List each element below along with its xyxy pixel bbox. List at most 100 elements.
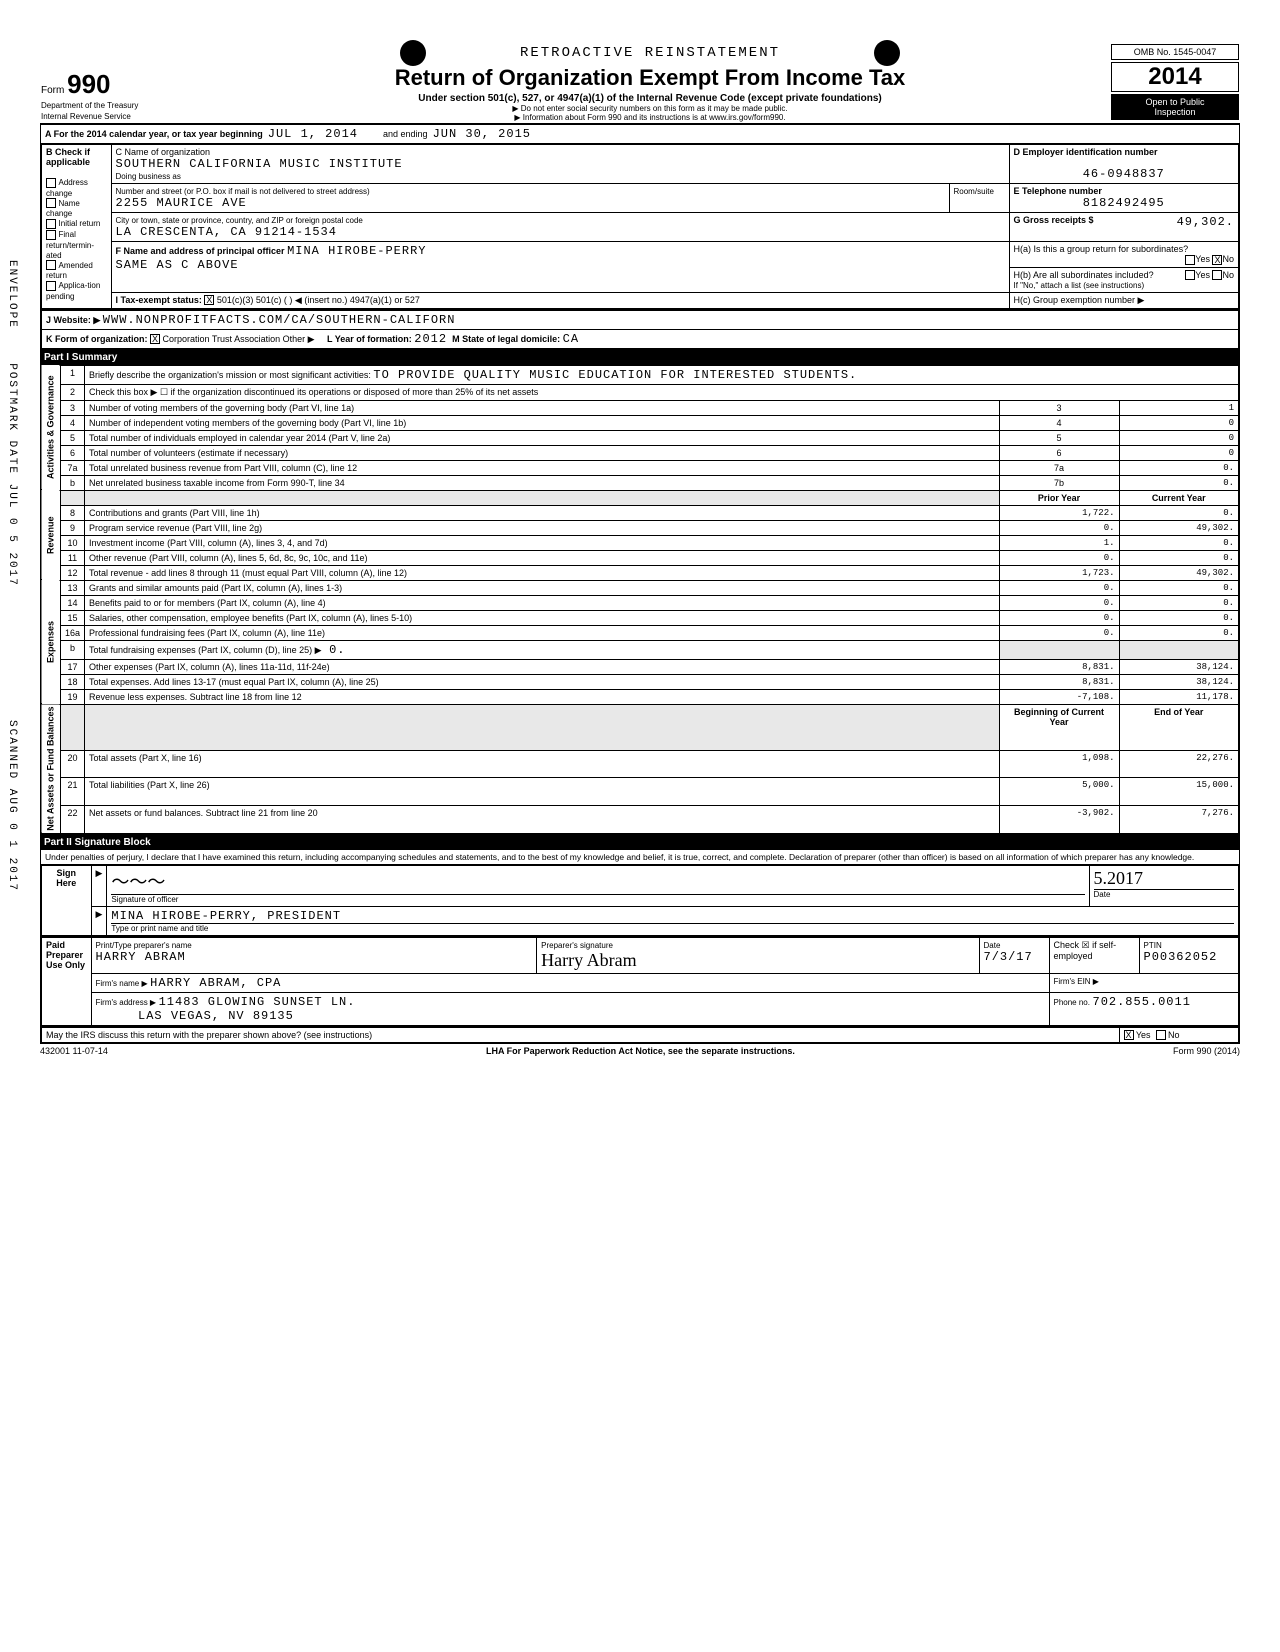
check-name-change[interactable] [46,198,56,208]
street-address: 2255 MAURICE AVE [116,196,247,210]
period-line: A For the 2014 calendar year, or tax yea… [40,125,1240,144]
ha-yes[interactable] [1185,255,1195,265]
discuss-no[interactable] [1156,1030,1166,1040]
line16a-cur: 0. [1119,625,1239,640]
line4-val: 0 [1119,415,1239,430]
discuss-yes[interactable]: X [1124,1030,1134,1040]
side-expenses: Expenses [41,580,61,704]
side-governance: Activities & Governance [41,365,61,490]
form-number: 990 [67,69,110,99]
line11-label: Other revenue (Part VIII, column (A), li… [85,550,999,565]
line-l-label: L Year of formation: [327,334,412,344]
line6-label: Total number of volunteers (estimate if … [85,445,999,460]
prep-sig-label: Preparer's signature [541,941,613,950]
firm-addr2: LAS VEGAS, NV 89135 [138,1009,294,1023]
part1-header: Part I Summary [40,350,1240,365]
prep-signature: Harry Abram [541,950,636,970]
line18-num: 18 [61,674,85,689]
line10-num: 10 [61,535,85,550]
mission-text: TO PROVIDE QUALITY MUSIC EDUCATION FOR I… [373,368,857,382]
check-application-pending[interactable] [46,281,56,291]
officer-address: SAME AS C ABOVE [116,258,239,272]
firm-phone: 702.855.0011 [1093,995,1191,1009]
line-m-label: M State of legal domicile: [452,334,560,344]
line7a-label: Total unrelated business revenue from Pa… [85,460,999,475]
ssn-warning: Do not enter social security numbers on … [191,104,1109,113]
line11-prior: 0. [999,550,1119,565]
dept-treasury: Department of the Treasury [41,101,138,110]
open-public: Open to PublicInspection [1111,94,1239,120]
line9-label: Program service revenue (Part VIII, line… [85,520,999,535]
box-c-label: C Name of organization [116,147,211,157]
firm-addr1: 11483 GLOWING SUNSET LN. [159,995,356,1009]
officer-name-label: Type or print name and title [111,923,1234,933]
line16b-cur [1119,640,1239,659]
postmark-stamp: ENVELOPE POSTMARK DATE JUL 0 5 2017 [6,260,18,587]
side-net-assets: Net Assets or Fund Balances [41,704,61,834]
line11-cur: 0. [1119,550,1239,565]
line15-prior: 0. [999,610,1119,625]
line8-cur: 0. [1119,505,1239,520]
line4-box: 4 [999,415,1119,430]
line5-num: 5 [61,430,85,445]
phone: 8182492495 [1014,196,1235,210]
line10-label: Investment income (Part VIII, column (A)… [85,535,999,550]
line12-num: 12 [61,565,85,580]
line21-label: Total liabilities (Part X, line 26) [85,778,999,806]
line7a-box: 7a [999,460,1119,475]
col-end: End of Year [1154,707,1203,717]
line22-prior: -3,902. [999,805,1119,834]
line9-cur: 49,302. [1119,520,1239,535]
hb-yes[interactable] [1185,270,1195,280]
penalty-statement: Under penalties of perjury, I declare th… [40,850,1240,865]
line3-label: Number of voting members of the governin… [85,400,999,415]
line19-num: 19 [61,689,85,704]
dba-label: Doing business as [116,172,181,181]
punch-dot-right [874,40,900,66]
line16a-label: Professional fundraising fees (Part IX, … [85,625,999,640]
side-revenue: Revenue [41,490,61,580]
line15-label: Salaries, other compensation, employee b… [85,610,999,625]
hb-no[interactable] [1212,270,1222,280]
punch-dot-left [400,40,426,66]
line12-prior: 1,723. [999,565,1119,580]
ha-no[interactable]: X [1212,255,1222,265]
check-501c3[interactable]: X [204,295,214,305]
line21-prior: 5,000. [999,778,1119,806]
line21-cur: 15,000. [1119,778,1239,806]
officer-printed-name: MINA HIROBE-PERRY, PRESIDENT [111,909,341,923]
website: WWW.NONPROFITFACTS.COM/CA/SOUTHERN-CALIF… [103,313,456,327]
check-final-return[interactable] [46,230,56,240]
tax-year: 2014 [1111,62,1239,92]
line13-cur: 0. [1119,580,1239,595]
check-address-change[interactable] [46,178,56,188]
line19-cur: 11,178. [1119,689,1239,704]
footer-lha: LHA For Paperwork Reduction Act Notice, … [486,1046,795,1056]
hb-note: If "No," attach a list (see instructions… [1014,281,1145,290]
footer-code: 432001 11-07-14 [40,1046,108,1056]
col-current: Current Year [1152,493,1206,503]
instructions-link: Information about Form 990 and its instr… [191,113,1109,122]
line8-prior: 1,722. [999,505,1119,520]
line6-val: 0 [1119,445,1239,460]
form-subtitle: Under section 501(c), 527, or 4947(a)(1)… [191,93,1109,104]
self-employed-check: Check ☒ if self-employed [1049,937,1139,973]
q2-checkbox-line: Check this box ▶ ☐ if the organization d… [85,384,1239,400]
sig-date: 5.2017 [1094,868,1144,888]
check-corporation[interactable]: X [150,334,160,344]
line16b-inline: 0. [329,643,345,657]
line3-box: 3 [999,400,1119,415]
col-prior: Prior Year [1038,493,1080,503]
line20-num: 20 [61,750,85,778]
line7a-num: 7a [61,460,85,475]
check-amended[interactable] [46,260,56,270]
line4-num: 4 [61,415,85,430]
label-initial-return: Initial return [59,219,101,228]
irs-label: Internal Revenue Service [41,112,131,121]
line14-cur: 0. [1119,595,1239,610]
check-initial-return[interactable] [46,219,56,229]
line-j-label: J Website: ▶ [46,315,100,325]
prep-date: 7/3/17 [984,950,1033,964]
line6-box: 6 [999,445,1119,460]
year-formation: 2012 [414,332,447,346]
